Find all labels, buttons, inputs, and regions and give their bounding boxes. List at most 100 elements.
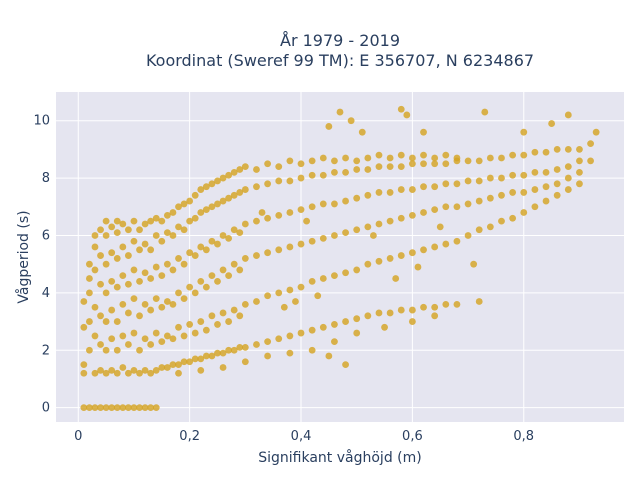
data-point xyxy=(542,148,550,156)
data-point xyxy=(180,332,188,340)
data-point xyxy=(420,128,427,136)
data-point xyxy=(331,168,338,176)
data-point xyxy=(219,364,227,371)
data-point xyxy=(342,229,349,237)
data-point xyxy=(241,163,249,171)
data-point xyxy=(481,108,489,116)
data-point xyxy=(531,168,539,176)
data-point xyxy=(308,203,316,211)
data-point xyxy=(464,177,472,185)
data-point xyxy=(163,229,171,237)
data-point xyxy=(108,335,116,343)
data-point xyxy=(414,263,422,271)
data-point xyxy=(130,266,138,274)
data-point xyxy=(353,226,361,234)
data-point xyxy=(102,404,110,412)
data-point xyxy=(576,157,583,165)
data-point xyxy=(102,318,110,325)
data-point xyxy=(331,232,338,239)
data-point xyxy=(108,306,116,314)
data-point xyxy=(80,361,88,369)
data-point xyxy=(197,355,205,363)
data-point xyxy=(141,366,149,374)
data-point xyxy=(498,174,505,182)
data-point xyxy=(180,358,188,366)
data-point xyxy=(113,229,121,237)
data-point xyxy=(347,117,355,125)
data-point xyxy=(564,163,572,171)
data-point xyxy=(163,298,171,305)
data-point xyxy=(175,203,182,211)
data-point xyxy=(214,240,221,248)
data-point xyxy=(470,260,478,268)
data-point xyxy=(108,404,116,412)
data-point xyxy=(486,154,494,162)
data-point xyxy=(113,346,121,354)
data-point xyxy=(553,191,561,199)
data-point xyxy=(531,186,539,193)
data-point xyxy=(553,166,561,173)
data-point xyxy=(214,349,221,357)
data-point xyxy=(275,335,283,343)
data-point xyxy=(236,229,244,237)
data-point xyxy=(520,151,528,159)
data-point xyxy=(191,289,199,297)
data-point xyxy=(408,318,416,325)
data-point xyxy=(286,209,294,216)
data-point xyxy=(175,255,182,262)
data-point xyxy=(314,292,322,300)
data-point xyxy=(431,243,439,251)
data-point xyxy=(219,349,227,357)
data-point xyxy=(208,272,216,280)
data-point xyxy=(124,341,132,348)
chart-title: År 1979 - 2019 xyxy=(280,31,400,50)
data-point xyxy=(219,309,227,317)
data-point xyxy=(197,186,205,193)
data-point xyxy=(219,174,227,182)
data-point xyxy=(509,214,517,222)
data-point xyxy=(375,220,383,228)
data-point xyxy=(408,306,416,314)
data-point xyxy=(386,154,394,162)
data-point xyxy=(520,171,528,179)
data-point xyxy=(397,163,405,171)
data-point xyxy=(113,404,121,412)
data-point xyxy=(113,255,121,262)
data-point xyxy=(386,189,394,196)
data-point xyxy=(169,300,177,308)
data-point xyxy=(141,240,149,248)
data-point xyxy=(230,191,238,199)
data-point xyxy=(475,157,483,165)
data-point xyxy=(381,323,388,331)
data-point xyxy=(531,148,539,156)
data-point xyxy=(319,323,327,331)
data-point xyxy=(152,295,160,303)
data-point xyxy=(80,323,88,331)
data-point xyxy=(214,200,221,208)
data-point xyxy=(214,277,221,285)
data-point xyxy=(80,369,88,377)
data-point xyxy=(119,220,127,228)
data-point xyxy=(286,349,294,357)
data-point xyxy=(124,309,132,317)
data-point xyxy=(86,404,93,412)
data-point xyxy=(308,171,316,179)
data-point xyxy=(509,189,517,196)
data-point xyxy=(147,306,155,314)
data-point xyxy=(208,352,216,360)
data-point xyxy=(486,174,494,182)
data-point xyxy=(336,108,344,116)
data-point xyxy=(564,174,572,182)
data-point xyxy=(364,154,372,162)
data-point xyxy=(531,203,539,211)
data-point xyxy=(141,269,149,277)
data-point xyxy=(325,352,333,360)
data-point xyxy=(498,217,505,225)
data-point xyxy=(342,154,349,162)
data-point xyxy=(130,366,138,374)
data-point xyxy=(191,252,199,259)
data-point xyxy=(136,226,143,234)
x-tick-label: 0 xyxy=(74,429,82,444)
data-point xyxy=(420,183,427,191)
